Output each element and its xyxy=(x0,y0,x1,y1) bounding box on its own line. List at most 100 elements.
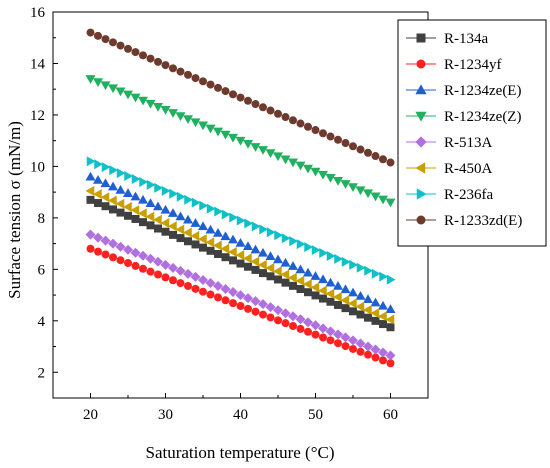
data-point xyxy=(250,143,261,152)
data-point xyxy=(258,146,268,155)
data-point xyxy=(101,162,111,173)
legend-label: R-1234yf xyxy=(444,57,502,73)
data-point xyxy=(265,263,275,274)
data-point xyxy=(385,350,396,361)
y-tick-label: 14 xyxy=(30,56,46,72)
data-point xyxy=(236,93,245,102)
data-point xyxy=(340,295,350,306)
data-point xyxy=(175,112,186,121)
data-point xyxy=(243,253,252,264)
data-point xyxy=(221,87,230,96)
data-point xyxy=(266,313,275,322)
data-point xyxy=(139,51,147,60)
data-point xyxy=(348,298,357,309)
legend-marker xyxy=(415,136,427,148)
data-point xyxy=(363,304,372,315)
data-point xyxy=(176,234,185,243)
data-point xyxy=(385,304,396,313)
data-point xyxy=(304,122,312,131)
data-point xyxy=(124,44,132,53)
legend-box xyxy=(397,19,547,247)
data-point xyxy=(371,268,381,279)
data-point xyxy=(355,338,366,349)
data-point xyxy=(303,279,312,290)
data-point xyxy=(379,356,387,365)
data-point xyxy=(296,324,305,333)
data-point xyxy=(199,200,208,211)
data-point xyxy=(94,31,102,40)
data-point xyxy=(161,227,170,236)
legend-marker xyxy=(415,84,427,95)
y-tick-label: 10 xyxy=(30,159,45,175)
data-point xyxy=(214,206,223,217)
data-point xyxy=(385,314,395,325)
data-point xyxy=(198,234,207,245)
data-point xyxy=(100,235,111,246)
data-point xyxy=(251,221,261,232)
data-point xyxy=(199,77,207,86)
data-point xyxy=(371,152,380,161)
data-point xyxy=(281,278,290,287)
data-point xyxy=(341,139,350,148)
data-point xyxy=(333,281,343,290)
data-point xyxy=(176,67,185,76)
legend-label: R-1234ze(E) xyxy=(444,83,521,99)
data-point xyxy=(371,316,380,325)
data-point xyxy=(169,64,177,73)
data-point xyxy=(191,197,201,208)
data-point xyxy=(356,145,365,154)
series-R-450A xyxy=(85,185,395,325)
data-point xyxy=(235,237,246,247)
data-point xyxy=(236,302,245,311)
data-point xyxy=(206,290,215,299)
data-point xyxy=(153,256,163,267)
data-point xyxy=(184,70,192,79)
data-point xyxy=(325,173,336,183)
data-point xyxy=(146,221,155,230)
legend-label: R-134a xyxy=(444,31,489,47)
data-point xyxy=(168,262,178,273)
data-point xyxy=(124,171,133,182)
data-point xyxy=(184,281,192,290)
data-point xyxy=(243,293,253,304)
data-point xyxy=(310,167,321,177)
data-point xyxy=(295,161,306,171)
data-point xyxy=(228,133,238,143)
data-point xyxy=(206,203,216,214)
data-point xyxy=(124,211,132,220)
axes: 20 30 40 50 60 2 4 6 8 10 12 14 16 xyxy=(30,5,429,423)
data-point xyxy=(130,205,140,216)
legend: R-134a R-1234yf R-1234ze(E) R-1234ze(Z) R-51… xyxy=(397,19,547,247)
data-point xyxy=(370,308,380,319)
data-point xyxy=(348,335,358,346)
data-point xyxy=(123,90,133,100)
data-point xyxy=(356,347,365,356)
data-point xyxy=(378,311,387,322)
data-point xyxy=(370,192,381,202)
data-point xyxy=(130,93,141,103)
data-point xyxy=(176,279,185,288)
data-point xyxy=(333,329,343,340)
data-point xyxy=(274,109,282,118)
data-point xyxy=(334,339,342,348)
data-point xyxy=(334,300,342,309)
data-point xyxy=(363,189,373,199)
data-point xyxy=(160,106,171,115)
data-point xyxy=(100,178,111,188)
data-point xyxy=(273,305,283,316)
data-point xyxy=(198,221,208,231)
data-point xyxy=(153,201,163,211)
data-point xyxy=(281,319,290,328)
data-point xyxy=(319,247,328,258)
data-point xyxy=(364,350,372,359)
data-point xyxy=(169,230,177,239)
data-point xyxy=(258,247,268,257)
data-point xyxy=(236,215,246,226)
data-point xyxy=(295,275,305,286)
data-point xyxy=(199,243,207,252)
data-point xyxy=(191,240,200,249)
y-tick-label: 6 xyxy=(38,262,46,278)
data-point xyxy=(334,135,342,144)
data-point xyxy=(214,249,222,258)
data-point xyxy=(154,182,163,193)
